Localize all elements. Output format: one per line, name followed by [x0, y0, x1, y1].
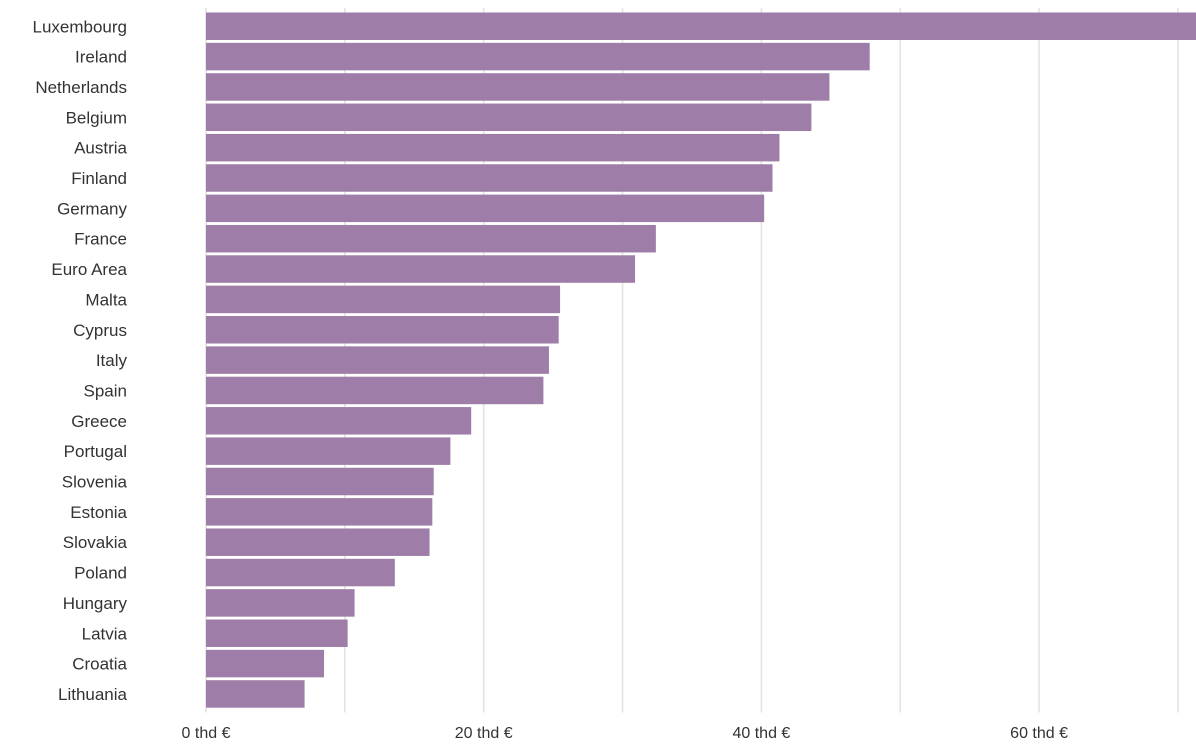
bar-finland	[206, 164, 773, 192]
category-label-france: France	[74, 230, 127, 249]
bar-spain	[206, 376, 544, 405]
category-label-spain: Spain	[84, 381, 127, 400]
x-tick-label: 60 thd €	[1010, 725, 1068, 742]
bar-slovenia	[206, 467, 434, 496]
bar-malta	[206, 285, 561, 314]
bar-euro-area	[206, 255, 636, 283]
category-labels: Luxembourg Ireland Netherlands Belgium Austr…	[32, 17, 127, 704]
bar-cyprus	[206, 316, 559, 344]
bar-portugal	[206, 437, 451, 465]
bar-netherlands	[206, 73, 830, 101]
category-label-luxembourg: Luxembourg	[32, 17, 127, 36]
category-label-netherlands: Netherlands	[35, 78, 127, 97]
category-label-malta: Malta	[85, 290, 127, 309]
category-label-cyprus: Cyprus	[73, 321, 127, 340]
category-label-lithuania: Lithuania	[58, 685, 128, 704]
category-label-poland: Poland	[74, 564, 127, 583]
bar-slovakia	[206, 528, 430, 556]
bar-italy	[206, 346, 549, 374]
x-tick-label: 0 thd €	[182, 725, 231, 742]
category-label-hungary: Hungary	[63, 594, 128, 613]
category-label-germany: Germany	[57, 199, 127, 218]
bar-latvia	[206, 619, 348, 647]
bar-lithuania	[206, 680, 305, 708]
bar-estonia	[206, 498, 433, 526]
category-label-italy: Italy	[96, 351, 128, 370]
category-label-ireland: Ireland	[75, 48, 127, 67]
category-label-croatia: Croatia	[72, 655, 127, 674]
category-label-latvia: Latvia	[82, 624, 128, 643]
bar-poland	[206, 558, 395, 587]
category-label-belgium: Belgium	[66, 108, 127, 127]
category-label-slovakia: Slovakia	[63, 533, 128, 552]
category-label-finland: Finland	[71, 169, 127, 188]
bar-luxembourg	[206, 12, 1196, 40]
bar-belgium	[206, 103, 812, 132]
category-label-austria: Austria	[74, 139, 127, 158]
bar-hungary	[206, 589, 355, 617]
x-axis-tick-labels: 0 thd € 20 thd € 40 thd € 60 thd €	[182, 725, 1069, 742]
bars	[206, 12, 1196, 708]
category-label-greece: Greece	[71, 412, 127, 431]
bar-greece	[206, 407, 472, 435]
category-label-slovenia: Slovenia	[62, 473, 128, 492]
category-label-estonia: Estonia	[70, 503, 127, 522]
bar-france	[206, 224, 656, 253]
x-tick-label: 40 thd €	[732, 725, 790, 742]
x-tick-label: 20 thd €	[455, 725, 513, 742]
category-label-euro-area: Euro Area	[51, 260, 127, 279]
bar-germany	[206, 194, 765, 223]
bar-ireland	[206, 42, 870, 71]
bar-austria	[206, 133, 780, 162]
category-label-portugal: Portugal	[64, 442, 127, 461]
bar-croatia	[206, 649, 325, 678]
